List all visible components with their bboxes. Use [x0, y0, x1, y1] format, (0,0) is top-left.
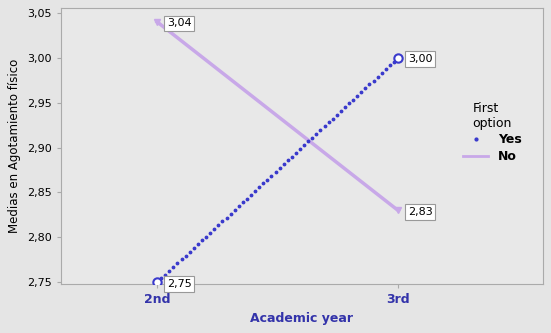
Text: 2,75: 2,75: [167, 279, 191, 289]
Text: 2,83: 2,83: [408, 207, 433, 217]
Text: 3,04: 3,04: [167, 18, 191, 28]
X-axis label: Academic year: Academic year: [250, 312, 353, 325]
Text: 3,00: 3,00: [408, 54, 432, 64]
Legend: Yes, No: Yes, No: [458, 97, 527, 168]
Y-axis label: Medias en Agotamiento físico: Medias en Agotamiento físico: [8, 59, 21, 233]
